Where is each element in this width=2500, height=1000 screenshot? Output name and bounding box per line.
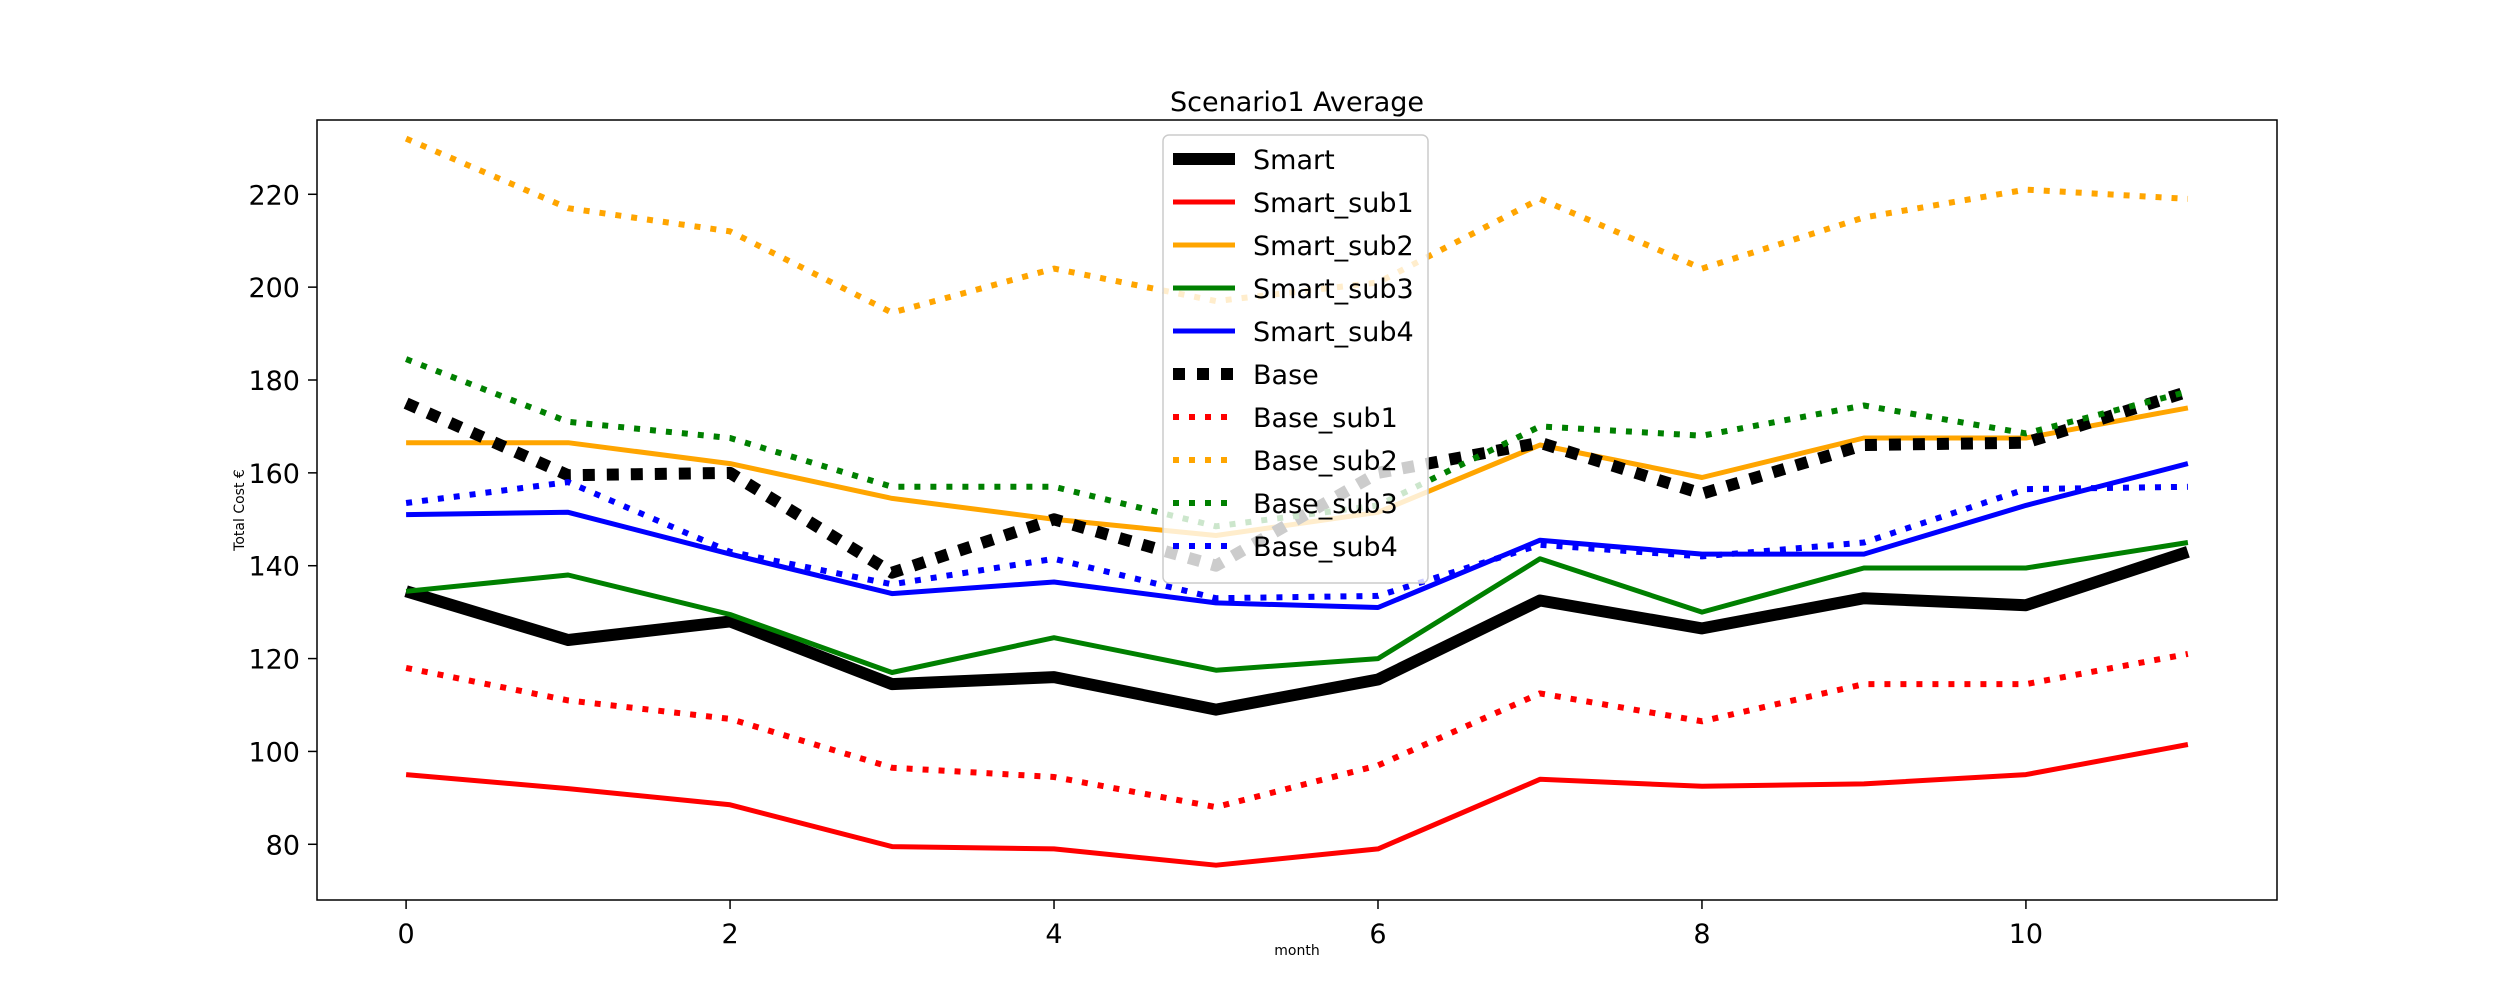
y-tick-label: 160 bbox=[248, 459, 300, 490]
legend-label: Smart_sub2 bbox=[1253, 231, 1414, 262]
legend-label: Base_sub2 bbox=[1253, 446, 1398, 477]
y-tick-label: 200 bbox=[248, 273, 300, 304]
y-tick-label: 100 bbox=[248, 737, 300, 768]
x-tick-label: 8 bbox=[1693, 919, 1710, 950]
legend: Smart Smart_sub1 Smart_sub2 Smart_sub3 Smart… bbox=[1162, 134, 1429, 584]
series-line-base-sub2 bbox=[404, 135, 2189, 316]
x-tick-label: 6 bbox=[1369, 919, 1386, 950]
series-line-smart bbox=[404, 546, 2190, 716]
y-tick-label: 180 bbox=[248, 366, 300, 397]
legend-label: Smart_sub3 bbox=[1253, 274, 1414, 305]
legend-label: Smart bbox=[1253, 145, 1335, 176]
x-axis-label: month bbox=[1274, 943, 1319, 959]
series-line-base-sub4 bbox=[405, 479, 2188, 602]
legend-label: Smart_sub4 bbox=[1253, 317, 1414, 348]
chart-title: Scenario1 Average bbox=[1170, 87, 1424, 118]
y-tick-label: 140 bbox=[248, 552, 300, 583]
y-tick-label: 220 bbox=[248, 180, 300, 211]
series-line-base-sub1 bbox=[405, 650, 2189, 811]
x-tick-label: 0 bbox=[397, 919, 414, 950]
y-tick-label: 80 bbox=[266, 830, 300, 861]
series-line-smart-sub4 bbox=[406, 461, 2189, 610]
legend-label: Base_sub3 bbox=[1253, 489, 1398, 520]
x-tick-label: 4 bbox=[1045, 919, 1062, 950]
legend-label: Base_sub1 bbox=[1253, 403, 1398, 434]
y-axis-ticks: 80 100 120 140 160 180 200 220 bbox=[248, 180, 317, 861]
series-line-smart-sub1 bbox=[405, 742, 2189, 868]
y-axis-label: Total Cost € bbox=[232, 469, 248, 552]
x-axis-ticks: 0 2 4 6 8 10 bbox=[397, 900, 2043, 950]
plot-frame bbox=[316, 119, 2278, 901]
legend-label: Base_sub4 bbox=[1253, 532, 1398, 563]
y-tick-label: 120 bbox=[248, 645, 300, 676]
legend-label: Base bbox=[1253, 360, 1319, 391]
x-tick-label: 2 bbox=[721, 919, 738, 950]
series-line-smart-sub3 bbox=[405, 540, 2189, 675]
x-tick-label: 10 bbox=[2009, 919, 2043, 950]
legend-label: Smart_sub1 bbox=[1253, 188, 1414, 219]
